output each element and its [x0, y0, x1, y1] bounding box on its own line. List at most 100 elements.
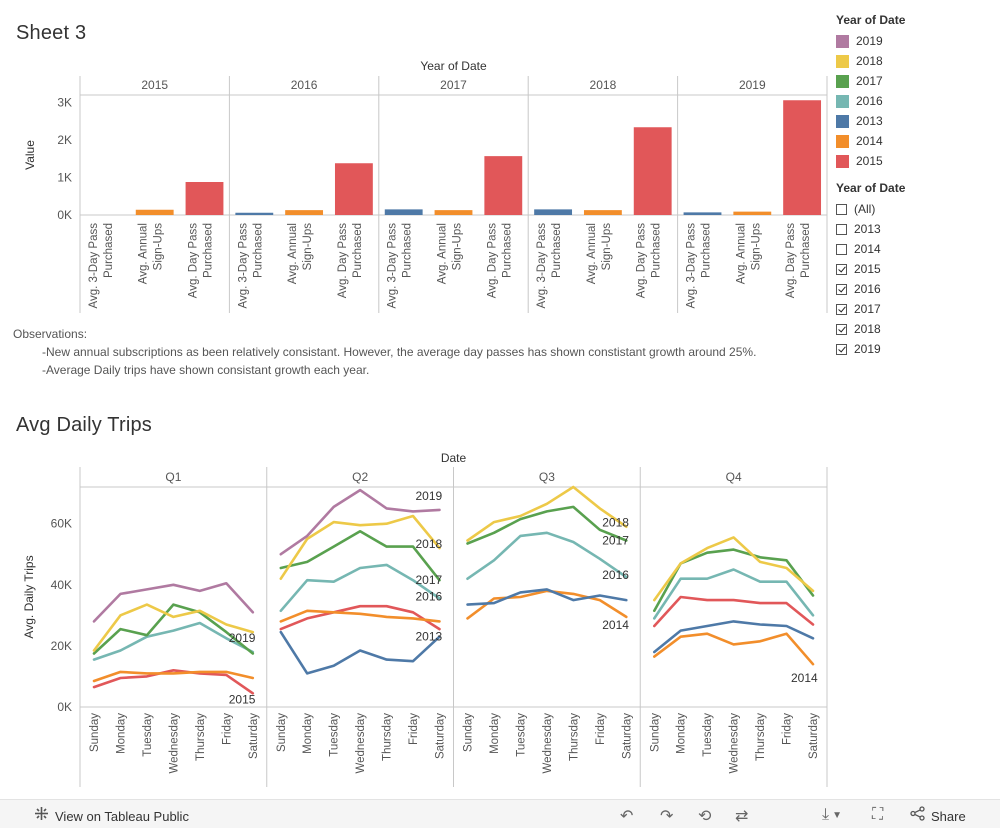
series-line-2014: [466, 589, 628, 620]
color-legend-item[interactable]: 2016: [836, 91, 905, 111]
checkbox-icon[interactable]: [836, 243, 847, 255]
bar-panel-header: 2019: [739, 78, 766, 92]
line-y-tick-label: 60K: [51, 517, 72, 531]
line-x-tick-label: Tuesday: [702, 713, 714, 757]
filter-option-label: 2015: [854, 262, 881, 276]
line-x-tick-label: Wednesday: [542, 713, 554, 774]
checkbox-checked-icon[interactable]: [836, 303, 847, 315]
bar-x-tick-label: Avg. Day Pass: [486, 223, 498, 298]
filter-option-label: 2017: [854, 302, 881, 316]
line-x-tick-label: Friday: [782, 713, 794, 745]
series-end-label: 2016: [602, 568, 629, 582]
legend-label: 2015: [856, 154, 883, 168]
bar-y-axis-label: Value: [23, 140, 37, 170]
color-legend-item[interactable]: 2015: [836, 151, 905, 171]
line-x-tick-label: Sunday: [463, 713, 475, 752]
line-y-tick-label: 40K: [51, 578, 72, 592]
bar-x-tick-label: Purchased: [800, 223, 812, 278]
bar: [683, 212, 722, 215]
year-filter-option[interactable]: 2014: [836, 239, 905, 259]
line-x-tick-label: Wednesday: [729, 713, 741, 774]
year-filter-option[interactable]: 2017: [836, 299, 905, 319]
line-x-tick-label: Tuesday: [329, 713, 341, 757]
bar-x-tick-label: Avg. Day Pass: [188, 223, 200, 298]
bar-x-tick-label: Avg. 3-Day Pass: [387, 223, 399, 309]
year-filter-option[interactable]: 2016: [836, 279, 905, 299]
bar-x-tick-label: Avg. Annual: [437, 223, 449, 284]
bar: [434, 210, 473, 215]
redo-button[interactable]: ↷: [660, 806, 673, 826]
bar-panel-header: 2016: [291, 78, 318, 92]
line-x-tick-label: Monday: [489, 713, 501, 754]
series-line-2016: [466, 531, 628, 581]
bar-x-tick-label: Avg. Annual: [586, 223, 598, 284]
chevron-down-icon: ▼: [832, 809, 842, 821]
line-y-tick-label: 20K: [51, 639, 72, 653]
bar: [334, 163, 373, 215]
observation-line-2: -Average Daily trips have shown consista…: [42, 363, 370, 377]
undo-button[interactable]: ↶: [620, 806, 633, 826]
tableau-toolbar: View on Tableau Public ↶ ↷ ⟲ ⇄ ⤓ ▼ ⛶ Shar…: [0, 799, 1000, 828]
refresh-button[interactable]: ⇄: [735, 806, 748, 826]
series-line-2018: [279, 514, 441, 581]
checkbox-checked-icon[interactable]: [836, 263, 847, 275]
year-filter-option[interactable]: 2019: [836, 339, 905, 359]
color-legend-item[interactable]: 2019: [836, 31, 905, 51]
series-line-2016: [279, 563, 441, 613]
color-legend-item[interactable]: 2013: [836, 111, 905, 131]
line-x-tick-label: Friday: [221, 713, 233, 745]
checkbox-checked-icon[interactable]: [836, 283, 847, 295]
legend-swatch: [836, 134, 849, 148]
revert-icon: ⟲: [698, 808, 712, 825]
series-end-label: 2018: [602, 516, 629, 530]
download-button[interactable]: ⤓ ▼: [822, 806, 842, 824]
legend-label: 2018: [856, 54, 883, 68]
color-legend-item[interactable]: 2014: [836, 131, 905, 151]
color-legend-item[interactable]: 2018: [836, 51, 905, 71]
line-panel-header: Q3: [539, 470, 555, 484]
legend-label: 2016: [856, 94, 883, 108]
revert-button[interactable]: ⟲: [698, 806, 711, 826]
year-filter-option[interactable]: (All): [836, 199, 905, 219]
fullscreen-button[interactable]: ⛶: [872, 806, 883, 824]
series-line-2015: [92, 668, 255, 695]
series-end-label: 2015: [229, 692, 256, 706]
checkbox-checked-icon[interactable]: [836, 343, 847, 355]
fullscreen-icon: ⛶: [872, 806, 884, 823]
bar: [783, 100, 822, 215]
checkbox-icon[interactable]: [836, 203, 847, 215]
undo-icon: ↶: [620, 808, 634, 825]
series-line-2014: [652, 632, 815, 666]
bar-x-tick-label: Purchased: [252, 223, 264, 278]
line-y-axis-label: Avg. Daily Trips: [22, 555, 36, 638]
checkbox-checked-icon[interactable]: [836, 323, 847, 335]
bar: [185, 182, 224, 215]
series-line-2015: [652, 595, 815, 628]
filter-option-label: 2014: [854, 242, 881, 256]
bar-x-tick-label: Avg. 3-Day Pass: [88, 223, 100, 309]
series-line-2013: [466, 588, 628, 606]
observation-line-1: -New annual subscriptions as been relati…: [42, 345, 757, 359]
bar-y-tick-label: 1K: [57, 171, 72, 185]
line-x-tick-label: Wednesday: [168, 713, 180, 774]
series-line-2018: [466, 485, 628, 542]
series-line-2013: [279, 630, 441, 675]
color-legend-item[interactable]: 2017: [836, 71, 905, 91]
bar-x-tick-label: Purchased: [501, 223, 513, 278]
line-x-tick-label: Wednesday: [355, 713, 367, 774]
bar-y-tick-label: 3K: [57, 96, 72, 110]
series-end-label: 2016: [416, 590, 443, 604]
line-x-tick-label: Tuesday: [515, 713, 527, 757]
year-filter-option[interactable]: 2015: [836, 259, 905, 279]
view-on-tableau-public-link[interactable]: View on Tableau Public: [34, 806, 189, 826]
year-filter-option[interactable]: 2013: [836, 219, 905, 239]
checkbox-icon[interactable]: [836, 223, 847, 235]
line-x-tick-label: Friday: [595, 713, 607, 745]
series-line-2016: [652, 568, 815, 620]
legend-label: 2019: [856, 34, 883, 48]
share-button[interactable]: Share: [910, 806, 966, 826]
year-filter: Year of Date (All) 2013 2014 2015 2016 2017 20…: [836, 181, 905, 359]
year-filter-option[interactable]: 2018: [836, 319, 905, 339]
line-x-tick-label: Monday: [115, 713, 127, 754]
line-x-tick-label: Sunday: [276, 713, 288, 752]
